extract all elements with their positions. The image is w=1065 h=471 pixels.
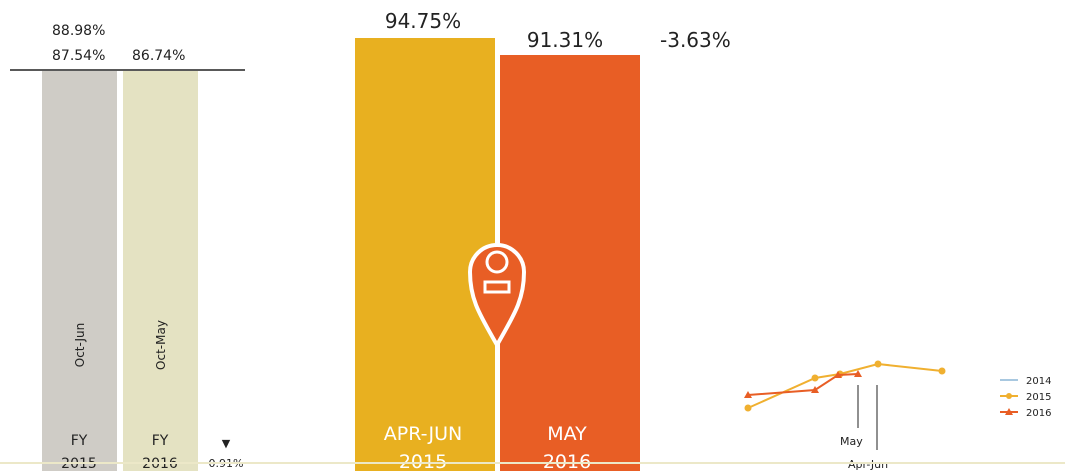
prior-label: 88.98% [52,23,105,39]
bar-period: Oct-May [154,320,168,370]
bar-name: MAY [547,423,587,445]
change-symbol: ▼ [222,437,231,450]
marker-label: Apr-Jun [848,458,888,471]
legend-label: 2014 [1026,376,1051,387]
bar-period: Oct-Jun [73,323,87,368]
bar-name: 2016 [543,451,591,471]
bar-name: FY [152,433,169,449]
bar-label: 87.54% [52,48,105,64]
change: -3.63% [660,28,731,52]
bar-name: 2015 [399,451,447,471]
bar-name: APR-JUN [384,423,463,445]
bar [123,71,198,471]
bar [42,71,117,471]
bottom-rule [0,462,1065,464]
legend-label: 2016 [1026,408,1051,419]
marker-label: May [840,435,863,448]
legend-label: 2015 [1026,392,1051,403]
bar-name: FY [71,433,88,449]
bar [355,38,495,471]
bar-label: 94.75% [385,9,461,33]
legend [1000,379,1018,415]
hotel-pin-icon [467,243,527,350]
bar-label: 86.74% [132,48,185,64]
trend-lines [744,360,946,450]
bar-label: 91.31% [527,28,603,52]
